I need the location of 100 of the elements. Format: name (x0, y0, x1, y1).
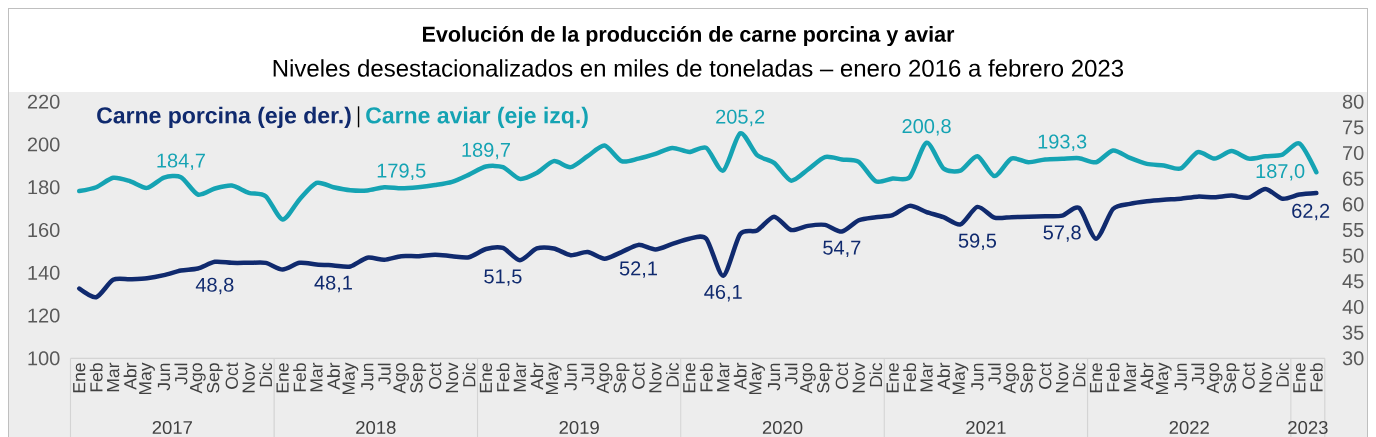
x-tick-label: Sep (206, 363, 223, 393)
x-tick-label: Ene (479, 363, 493, 393)
data-label: 187,0 (1256, 164, 1305, 181)
x-tick-label: Feb (496, 363, 510, 392)
data-label: 48,1 (314, 275, 352, 293)
y2-tick-label: 40 (1342, 299, 1364, 315)
data-label: 184,7 (157, 153, 205, 170)
chart-subtitle: Niveles desestacionalizados en miles de toneladas – enero 2016 a febrero 2023 (273, 59, 1124, 77)
data-label: 48,8 (195, 277, 234, 295)
x-tick-label: Oct (1242, 362, 1255, 389)
y-tick-label: 200 (27, 137, 60, 152)
x-tick-label: May (1155, 362, 1172, 395)
x-tick-label: Abr (530, 362, 544, 390)
text: 2021 (966, 420, 1006, 435)
data-label: 59,5 (958, 233, 997, 251)
y-tick-label: 140 (28, 265, 60, 280)
x-tick-label: Jun (767, 363, 781, 391)
x-tick-label: Feb (1309, 363, 1323, 392)
data-label: 205,2 (716, 109, 765, 127)
x-tick-label: Jun (157, 363, 171, 391)
x-tick-label: Nov (852, 362, 865, 393)
x-tick-label: Jul (784, 363, 798, 385)
x-tick-label: Feb (89, 363, 103, 392)
y-tick-label: 220 (27, 94, 60, 109)
x-tick-label: Abr (1140, 362, 1154, 390)
x-tick-label: Mar (920, 362, 933, 392)
data-label: 179,5 (377, 163, 426, 181)
x-tick-label: Mar (717, 362, 730, 392)
y2-tick-label: 80 (1342, 94, 1364, 109)
x-tick-label: Ago (800, 363, 816, 394)
x-tick-label: Ago (1206, 363, 1223, 394)
data-label: 57,8 (1043, 225, 1081, 242)
series-label: Carne aviar (eje izq.) (366, 106, 588, 129)
x-tick-label: Sep (1223, 363, 1240, 393)
x-tick-label: Dic (1276, 362, 1289, 387)
data-label: 46,1 (704, 284, 742, 302)
x-tick-label: Jul (581, 363, 595, 385)
data-label: 189,7 (462, 142, 510, 160)
x-tick-label: Abr (937, 362, 950, 390)
x-tick-label: Oct (1039, 362, 1052, 389)
x-tick-label: Nov (649, 362, 662, 393)
y2-tick-label: 45 (1342, 274, 1364, 289)
x-tick-label: Jul (174, 363, 188, 385)
x-tick-label: Oct (632, 362, 645, 389)
x-tick-label: Ene (683, 363, 696, 393)
data-label: 52,1 (619, 261, 657, 278)
x-tick-label: May (749, 362, 765, 395)
x-tick-label: Ene (886, 363, 899, 393)
x-tick-label: Dic (462, 362, 476, 387)
y2-tick-label: 50 (1342, 248, 1364, 263)
x-tick-label: Ene (1089, 363, 1103, 393)
x-tick-label: Nov (1259, 362, 1272, 393)
text: 2018 (356, 420, 396, 435)
x-tick-label: Jul (987, 363, 1001, 385)
data-label: 193,3 (1038, 134, 1087, 151)
text: 2023 (1288, 420, 1328, 435)
x-tick-label: Ago (190, 363, 206, 394)
x-tick-label: Abr (123, 362, 137, 390)
x-tick-label: Dic (259, 362, 273, 387)
x-tick-label: Sep (410, 363, 427, 393)
x-tick-label: Ago (596, 363, 613, 394)
x-tick-label: Oct (835, 362, 849, 389)
x-tick-label: Dic (869, 362, 883, 387)
text: 2017 (152, 420, 192, 435)
x-tick-label: Ene (1293, 363, 1306, 393)
data-label: 54,7 (823, 240, 861, 258)
x-tick-label: Feb (1106, 363, 1120, 392)
y-tick-label: 100 (28, 351, 60, 366)
x-tick-label: Dic (665, 362, 679, 387)
x-tick-label: Jun (971, 363, 984, 391)
text: 2020 (762, 420, 803, 435)
y2-tick-label: 60 (1343, 197, 1364, 212)
x-tick-label: Mar (107, 362, 120, 392)
text: 2022 (1169, 420, 1209, 435)
text: 2019 (559, 420, 599, 435)
x-tick-label: Abr (327, 362, 340, 390)
x-tick-label: Feb (699, 363, 713, 392)
text: Carne porcina (eje der.) (97, 106, 351, 129)
y2-tick-label: 65 (1343, 171, 1364, 186)
x-tick-label: Sep (1020, 363, 1037, 393)
x-tick-label: May (952, 362, 969, 395)
x-tick-label: May (545, 362, 562, 395)
x-tick-label: Nov (242, 362, 255, 393)
x-tick-label: Jul (1191, 363, 1205, 385)
x-tick-label: Dic (1072, 362, 1086, 387)
x-tick-label: Nov (1056, 362, 1069, 393)
x-tick-label: Abr (733, 362, 747, 390)
data-label: 62,2 (1292, 203, 1330, 221)
x-tick-label: May (139, 362, 155, 395)
y2-tick-label: 75 (1343, 120, 1364, 135)
x-tick-label: May (342, 362, 359, 395)
x-tick-label: Jun (361, 363, 374, 391)
x-tick-label: Sep (613, 363, 630, 393)
data-label: 51,5 (484, 269, 522, 286)
y-tick-label: 160 (28, 222, 60, 238)
y2-tick-label: 35 (1342, 325, 1364, 340)
x-tick-label: Ago (1003, 363, 1020, 394)
x-tick-label: Jun (1174, 363, 1187, 391)
chart-title: Evolución de la producción de carne porcina y aviar (423, 25, 955, 47)
x-tick-label: Oct (225, 362, 238, 389)
